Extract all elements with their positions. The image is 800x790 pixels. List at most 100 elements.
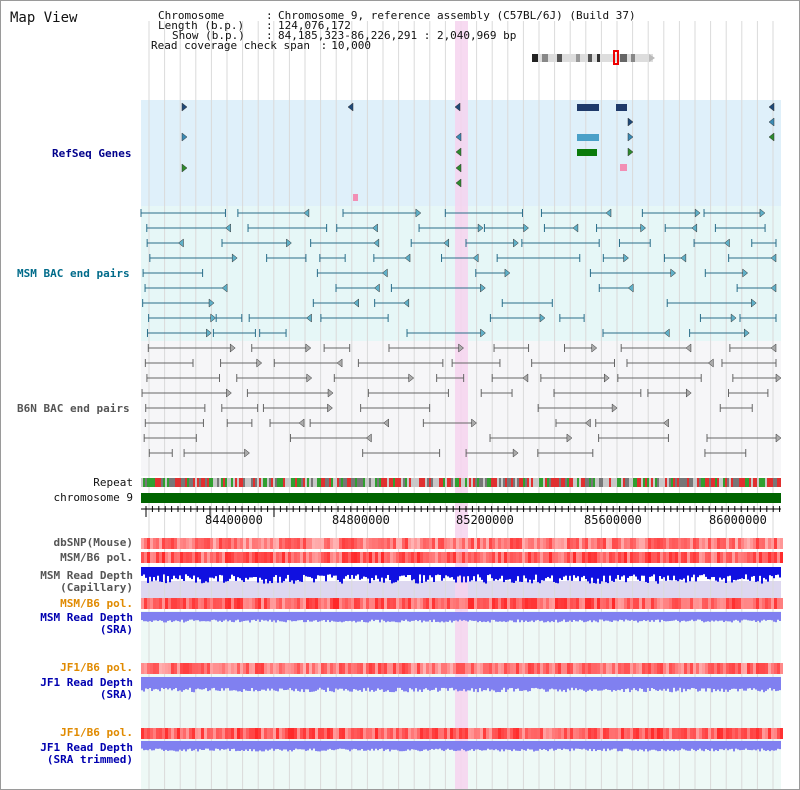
polymorphism-cell (243, 538, 246, 549)
depth-bar (647, 567, 649, 583)
polymorphism-cell (192, 728, 195, 739)
polymorphism-cell (528, 552, 531, 563)
depth-bar (601, 567, 603, 582)
depth-bar (427, 567, 429, 580)
depth-bar (295, 741, 297, 749)
depth-bar (265, 741, 267, 750)
polymorphism-cell (159, 598, 162, 609)
depth-bar (629, 612, 631, 621)
repeat-block (739, 478, 741, 487)
depth-bar (755, 677, 757, 690)
depth-bar (395, 677, 397, 692)
polymorphism-cell (321, 598, 324, 609)
depth-bar (431, 741, 433, 749)
polymorphism-cell (684, 552, 687, 563)
refseq-gene (768, 117, 775, 127)
depth-bar (665, 741, 667, 752)
depth-bar (145, 677, 147, 689)
depth-bar (759, 677, 761, 692)
polymorphism-cell (318, 728, 321, 739)
depth-bar (357, 677, 359, 691)
repeat-block (411, 478, 413, 487)
depth-bar (573, 612, 575, 620)
polymorphism-cell (429, 538, 432, 549)
polymorphism-cell (576, 598, 579, 609)
depth-bar (149, 677, 151, 688)
polymorphism-cell (363, 598, 366, 609)
depth-bar (187, 741, 189, 750)
polymorphism-cell (576, 552, 579, 563)
polymorphism-cell (450, 538, 453, 549)
polymorphism-cell (456, 663, 459, 674)
depth-bar (141, 612, 143, 621)
ideogram-band (620, 54, 627, 62)
depth-bar (653, 567, 655, 575)
polymorphism-cell (675, 598, 678, 609)
polymorphism-cell (678, 552, 681, 563)
polymorphism-cell (183, 728, 186, 739)
depth-bar (215, 567, 217, 577)
polymorphism-cell (150, 728, 153, 739)
refseq-gene (181, 102, 188, 112)
polymorphism-cell (273, 552, 276, 563)
depth-bar (679, 567, 681, 580)
depth-bar (315, 567, 317, 579)
depth-bar (181, 612, 183, 620)
depth-bar (241, 612, 243, 622)
polymorphism-cell (594, 552, 597, 563)
depth-bar (527, 677, 529, 692)
polymorphism-cell (345, 552, 348, 563)
depth-bar (421, 612, 423, 623)
depth-bar (485, 567, 487, 584)
polymorphism-cell (360, 552, 363, 563)
polymorphism-cell (582, 552, 585, 563)
depth-bar (463, 612, 465, 621)
repeat-block (297, 478, 299, 487)
repeat-block (601, 478, 603, 487)
depth-bar (443, 612, 445, 623)
repeat-block (189, 478, 191, 487)
depth-bar (307, 741, 309, 751)
polymorphism-cell (306, 598, 309, 609)
repeat-block (329, 478, 331, 487)
polymorphism-cell (546, 728, 549, 739)
depth-bar (673, 741, 675, 752)
polymorphism-cell (711, 552, 714, 563)
depth-bar (525, 612, 527, 621)
polymorphism-cell (147, 598, 150, 609)
depth-bar (189, 677, 191, 688)
depth-bar (405, 567, 407, 578)
depth-bar (461, 567, 463, 583)
show-value: 84,185,323-86,226,291 : 2,040,969 bp (278, 29, 517, 42)
repeat-block (573, 478, 575, 487)
depth-bar (163, 612, 165, 623)
depth-bar (209, 612, 211, 622)
repeat-block (711, 478, 713, 487)
depth-bar (151, 567, 153, 582)
depth-bar (167, 741, 169, 751)
depth-bar (717, 567, 719, 582)
depth-bar (615, 741, 617, 749)
repeat-block (495, 478, 497, 487)
b6n-bac-pair (775, 373, 782, 383)
depth-bar (477, 612, 479, 623)
depth-bar (519, 741, 521, 751)
depth-bar (641, 741, 643, 750)
polymorphism-cell (684, 663, 687, 674)
depth-bar (537, 567, 539, 583)
repeat-block (209, 478, 211, 487)
polymorphism-cell (375, 552, 378, 563)
depth-bar (399, 612, 401, 623)
polymorphism-cell (381, 598, 384, 609)
polymorphism-cell (633, 728, 636, 739)
depth-bar (731, 741, 733, 749)
polymorphism-cell (300, 728, 303, 739)
polymorphism-cell (384, 598, 387, 609)
depth-bar (581, 741, 583, 750)
polymorphism-cell (168, 552, 171, 563)
polymorphism-cell (225, 538, 228, 549)
repeat-block (359, 478, 361, 487)
polymorphism-cell (141, 598, 144, 609)
polymorphism-cell (408, 728, 411, 739)
